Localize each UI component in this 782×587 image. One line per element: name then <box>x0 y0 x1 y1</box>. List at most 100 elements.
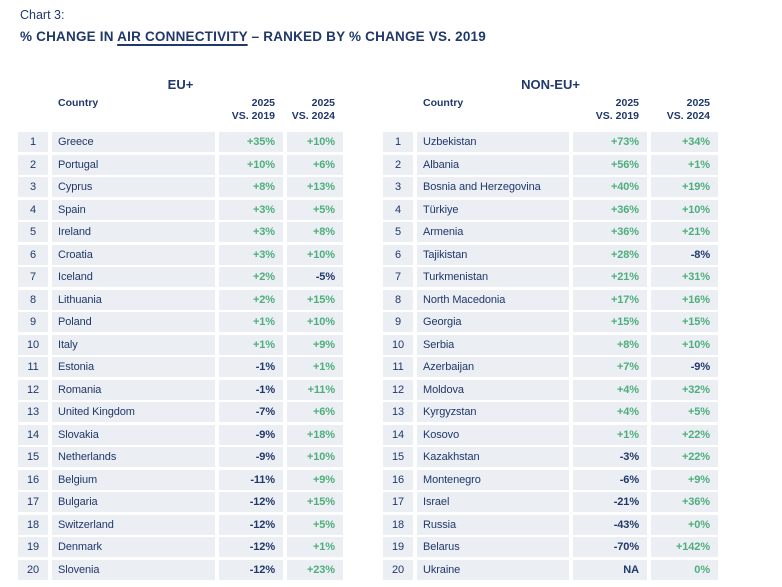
rank-cell: 2 <box>18 154 48 175</box>
country-cell: Slovenia <box>52 559 215 580</box>
country-cell: Ireland <box>52 222 215 242</box>
table-group-label-eu: EU+ <box>167 77 194 92</box>
country-cell: Greece <box>52 132 215 152</box>
table-row: 20 Ukraine NA 0% <box>383 559 718 580</box>
table-row: 10 Serbia +8% +10% <box>383 334 718 355</box>
vs2024-value-cell: +22% <box>651 424 718 445</box>
vs2019-value-cell: +35% <box>219 132 283 152</box>
vs2024-value-cell: +10% <box>651 199 718 220</box>
rank-cell: 10 <box>18 334 48 355</box>
vs2024-value-cell: +10% <box>287 312 343 332</box>
table-row: 13 United Kingdom -7% +6% <box>18 402 343 422</box>
vs2019-value-cell: +1% <box>219 334 283 355</box>
vs2024-value-cell: +11% <box>287 379 343 400</box>
rank-cell: 17 <box>383 492 413 512</box>
country-cell: Estonia <box>52 357 215 377</box>
vs2024-value-cell: +142% <box>651 537 718 557</box>
rank-cell: 3 <box>383 177 413 197</box>
vs2024-value-cell: +9% <box>287 334 343 355</box>
country-cell: Kyrgyzstan <box>417 402 569 422</box>
vs2019-value-cell: NA <box>573 559 647 580</box>
country-cell: Switzerland <box>52 514 215 535</box>
country-cell: Netherlands <box>52 447 215 467</box>
vs2019-value-cell: -12% <box>219 514 283 535</box>
vs2019-column-header: 2025 VS. 2019 <box>595 97 639 122</box>
vs2024-value-cell: +13% <box>287 177 343 197</box>
table-row: 1 Uzbekistan +73% +34% <box>383 132 718 152</box>
vs2024-value-cell: +23% <box>287 559 343 580</box>
vs2024-value-cell: +10% <box>287 244 343 265</box>
vs2019-value-cell: -70% <box>573 537 647 557</box>
rank-cell: 4 <box>383 199 413 220</box>
rank-cell: 1 <box>383 132 413 152</box>
table-row: 3 Cyprus +8% +13% <box>18 177 343 197</box>
vs2019-value-cell: +2% <box>219 267 283 287</box>
vs2019-value-cell: +7% <box>573 357 647 377</box>
country-cell: Armenia <box>417 222 569 242</box>
country-cell: Italy <box>52 334 215 355</box>
rank-cell: 17 <box>18 492 48 512</box>
country-cell: Kazakhstan <box>417 447 569 467</box>
table-row: 1 Greece +35% +10% <box>18 132 343 152</box>
vs2019-value-cell: -1% <box>219 357 283 377</box>
rank-cell: 5 <box>18 222 48 242</box>
vs2024-value-cell: +6% <box>287 154 343 175</box>
table-row: 12 Romania -1% +11% <box>18 379 343 400</box>
country-cell: United Kingdom <box>52 402 215 422</box>
vs2019-value-cell: +28% <box>573 244 647 265</box>
vs2019-value-cell: +3% <box>219 199 283 220</box>
vs2019-value-cell: +1% <box>219 312 283 332</box>
table-rows-non-eu: 1 Uzbekistan +73% +34% 2 Albania +56% +1… <box>383 132 718 580</box>
column-headers-eu: Country 2025 VS. 2019 2025 VS. 2024 <box>18 97 343 123</box>
table-row: 8 North Macedonia +17% +16% <box>383 289 718 310</box>
country-cell: Croatia <box>52 244 215 265</box>
vs2024-value-cell: +1% <box>287 357 343 377</box>
rank-cell: 12 <box>383 379 413 400</box>
table-row: 17 Bulgaria -12% +15% <box>18 492 343 512</box>
country-column-header: Country <box>58 97 99 109</box>
vs2024-value-cell: +32% <box>651 379 718 400</box>
vs2024-value-cell: +1% <box>287 537 343 557</box>
country-cell: Kosovo <box>417 424 569 445</box>
country-cell: Serbia <box>417 334 569 355</box>
table-eu-plus: EU+ Country 2025 VS. 2019 2025 VS. 2024 … <box>18 77 343 580</box>
table-row: 3 Bosnia and Herzegovina +40% +19% <box>383 177 718 197</box>
vs2019-value-cell: -6% <box>573 469 647 490</box>
title-underlined-phrase: AIR CONNECTIVITY <box>117 29 248 44</box>
table-row: 16 Montenegro -6% +9% <box>383 469 718 490</box>
rank-cell: 2 <box>383 154 413 175</box>
country-cell: Uzbekistan <box>417 132 569 152</box>
rank-cell: 7 <box>18 267 48 287</box>
vs2019-value-cell: +17% <box>573 289 647 310</box>
rank-cell: 18 <box>18 514 48 535</box>
country-cell: Ukraine <box>417 559 569 580</box>
vs2024-value-cell: +0% <box>651 514 718 535</box>
table-row: 7 Turkmenistan +21% +31% <box>383 267 718 287</box>
table-row: 14 Kosovo +1% +22% <box>383 424 718 445</box>
table-row: 10 Italy +1% +9% <box>18 334 343 355</box>
rank-cell: 19 <box>18 537 48 557</box>
vs2019-value-cell: -1% <box>219 379 283 400</box>
vs2024-value-cell: +22% <box>651 447 718 467</box>
vs2019-value-cell: +2% <box>219 289 283 310</box>
vs2024-value-cell: +10% <box>287 132 343 152</box>
vs2019-value-cell: +10% <box>219 154 283 175</box>
country-cell: North Macedonia <box>417 289 569 310</box>
rank-cell: 14 <box>383 424 413 445</box>
rank-cell: 13 <box>383 402 413 422</box>
country-cell: Israel <box>417 492 569 512</box>
table-row: 11 Estonia -1% +1% <box>18 357 343 377</box>
vs2024-value-cell: +31% <box>651 267 718 287</box>
country-cell: Poland <box>52 312 215 332</box>
table-row: 16 Belgium -11% +9% <box>18 469 343 490</box>
rank-cell: 20 <box>383 559 413 580</box>
country-cell: Romania <box>52 379 215 400</box>
table-row: 6 Tajikistan +28% -8% <box>383 244 718 265</box>
country-cell: Tajikistan <box>417 244 569 265</box>
table-row: 6 Croatia +3% +10% <box>18 244 343 265</box>
rank-cell: 4 <box>18 199 48 220</box>
rank-cell: 1 <box>18 132 48 152</box>
vs2019-value-cell: -12% <box>219 492 283 512</box>
rank-cell: 16 <box>18 469 48 490</box>
table-row: 8 Lithuania +2% +15% <box>18 289 343 310</box>
